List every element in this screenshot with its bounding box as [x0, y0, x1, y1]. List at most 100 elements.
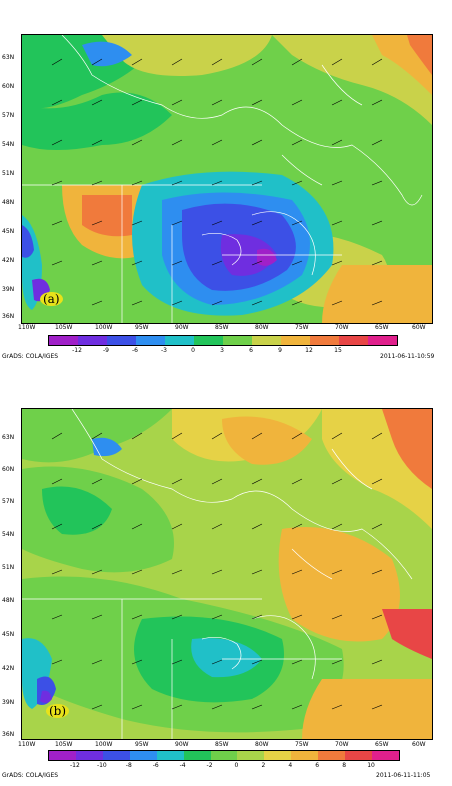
colorbar-tick-label: -12	[72, 347, 82, 354]
lat-label: 54N	[2, 531, 15, 538]
colorbar-swatch	[75, 751, 103, 760]
lon-label: 105W	[55, 741, 73, 748]
colorbar-swatch	[223, 336, 252, 345]
colorbar-tick-label: -4	[179, 762, 186, 769]
colorbar-swatch	[210, 751, 238, 760]
lon-label: 85W	[215, 741, 229, 748]
colorbar-tick-label: 2	[261, 762, 266, 769]
lat-label: 51N	[2, 170, 15, 177]
lon-label: 100W	[95, 741, 113, 748]
colorbar-swatch	[156, 751, 184, 760]
map-panel-a: 63N 60N 57N 54N 51N 48N 45N 42N 39N 36N …	[0, 0, 452, 372]
colorbar-swatch	[368, 336, 397, 345]
lat-label: 48N	[2, 597, 15, 604]
lon-label: 80W	[255, 324, 269, 331]
lat-label: 36N	[2, 313, 15, 320]
lon-label: 105W	[55, 324, 73, 331]
colorbar-tick-label: 4	[288, 762, 293, 769]
lat-label: 48N	[2, 199, 15, 206]
lon-label: 90W	[175, 324, 189, 331]
lat-label: 42N	[2, 257, 15, 264]
lon-label: 75W	[295, 324, 309, 331]
lat-label: 60N	[2, 83, 15, 90]
lat-label: 57N	[2, 112, 15, 119]
colorbar-swatch	[129, 751, 157, 760]
lat-label: 51N	[2, 564, 15, 571]
colorbar-tick-label: 10	[367, 762, 375, 769]
footer-credit-b: GrADS: COLA/IGES	[2, 772, 59, 779]
colorbar-tick-label: 0	[234, 762, 239, 769]
lon-label: 90W	[175, 741, 189, 748]
colorbar-swatch	[264, 751, 292, 760]
colorbar-swatch	[339, 336, 368, 345]
lat-label: 36N	[2, 731, 15, 738]
lon-label: 60W	[412, 324, 426, 331]
colorbar-swatch	[49, 336, 78, 345]
lon-label: 80W	[255, 741, 269, 748]
lon-label: 75W	[295, 741, 309, 748]
colorbar-tick-label: -2	[206, 762, 213, 769]
colorbar-swatch	[102, 751, 130, 760]
lon-label: 60W	[412, 741, 426, 748]
footer-credit-a: GrADS: COLA/IGES	[2, 353, 59, 360]
colorbar-tick-label: -12	[70, 762, 80, 769]
colorbar-swatch	[310, 336, 339, 345]
colorbar-swatch	[345, 751, 373, 760]
colorbar-a	[48, 335, 398, 346]
lat-label: 60N	[2, 466, 15, 473]
panel-a-tag: (a)	[40, 292, 63, 306]
colorbar-swatch	[194, 336, 223, 345]
map-panel-b: 63N 60N 57N 54N 51N 48N 45N 42N 39N 36N …	[0, 388, 452, 786]
colorbar-tick-label: -6	[152, 762, 159, 769]
colorbar-tick-label: 12	[305, 347, 313, 354]
footer-timestamp-b: 2011-06-11-11:05	[376, 772, 431, 779]
panel-b-tag: (b)	[46, 704, 70, 718]
footer-timestamp-a: 2011-06-11-10:59	[380, 353, 435, 360]
lon-label: 65W	[375, 324, 389, 331]
lat-label: 42N	[2, 665, 15, 672]
lon-label: 95W	[135, 741, 149, 748]
map-a-field	[22, 35, 432, 323]
colorbar-swatch	[49, 751, 76, 760]
colorbar-swatch	[318, 751, 346, 760]
colorbar-tick-label: -9	[103, 347, 109, 354]
lat-label: 45N	[2, 228, 15, 235]
lon-label: 85W	[215, 324, 229, 331]
lon-label: 95W	[135, 324, 149, 331]
colorbar-swatch	[183, 751, 211, 760]
lat-label: 39N	[2, 699, 15, 706]
map-b-field	[22, 409, 432, 739]
colorbar-swatch	[165, 336, 194, 345]
colorbar-tick-label: 9	[278, 347, 282, 354]
colorbar-tick-label: 0	[191, 347, 195, 354]
lon-label: 110W	[18, 741, 36, 748]
colorbar-tick-label: 8	[342, 762, 347, 769]
colorbar-swatch	[107, 336, 136, 345]
lat-label: 63N	[2, 434, 15, 441]
colorbar-swatch	[372, 751, 399, 760]
lat-label: 63N	[2, 54, 15, 61]
colorbar-tick-label: -3	[161, 347, 167, 354]
colorbar-b	[48, 750, 400, 761]
colorbar-tick-label: 6	[249, 347, 253, 354]
colorbar-swatch	[237, 751, 265, 760]
colorbar-tick-label: 6	[315, 762, 320, 769]
colorbar-tick-label: 3	[220, 347, 224, 354]
colorbar-tick-label: -8	[125, 762, 132, 769]
colorbar-swatch	[78, 336, 107, 345]
colorbar-tick-label: -10	[96, 762, 107, 769]
lon-label: 70W	[335, 741, 349, 748]
colorbar-swatch	[252, 336, 281, 345]
lat-label: 57N	[2, 498, 15, 505]
lon-label: 110W	[18, 324, 36, 331]
map-a-plot-area	[21, 34, 433, 324]
map-b-plot-area	[21, 408, 433, 740]
lat-label: 39N	[2, 286, 15, 293]
colorbar-swatch	[136, 336, 165, 345]
colorbar-tick-label: -6	[132, 347, 138, 354]
lon-label: 70W	[335, 324, 349, 331]
lon-label: 65W	[375, 741, 389, 748]
colorbar-swatch	[291, 751, 319, 760]
colorbar-swatch	[281, 336, 310, 345]
colorbar-tick-label: 15	[334, 347, 342, 354]
